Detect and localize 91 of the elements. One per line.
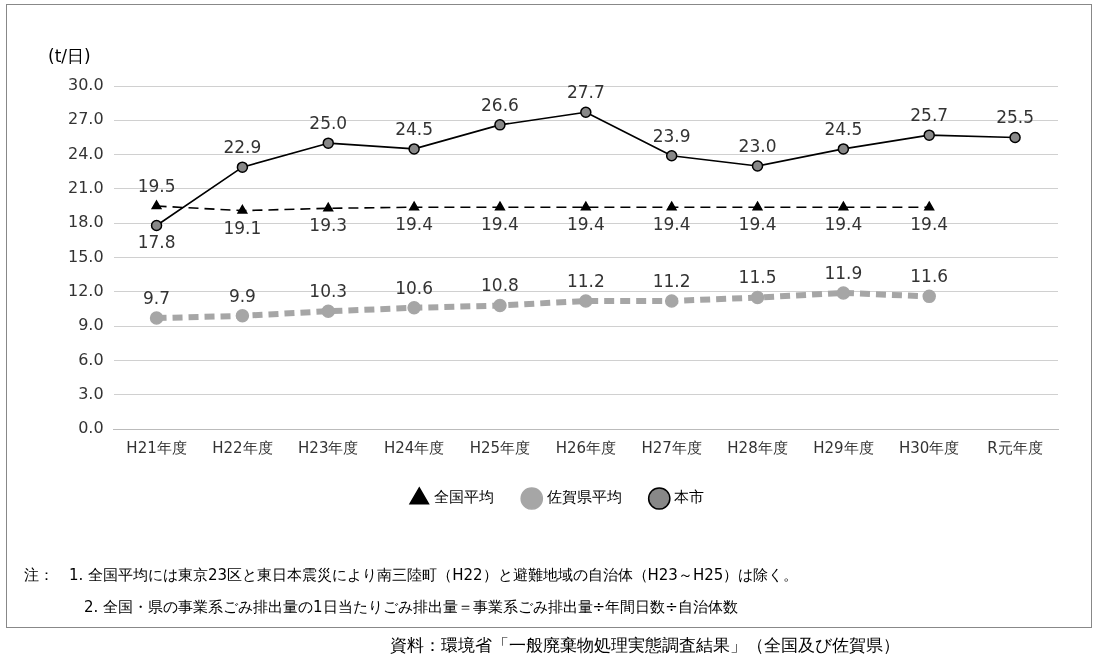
point [665,149,678,162]
y-tick-label: 3.0 [78,383,104,403]
y-tick-label: 30.0 [68,75,104,95]
data-label: 19.4 [910,214,949,235]
point [493,298,507,313]
point [407,301,421,315]
point [664,294,679,308]
data-label: 17.8 [137,232,176,253]
point [1009,131,1021,144]
y-tick-label: 12.0 [68,280,104,300]
data-label: 19.5 [137,175,176,196]
point [150,219,163,232]
x-tick-label: H27年度 [641,438,702,457]
point [666,201,677,211]
point [237,204,248,214]
data-label: 26.6 [481,94,519,115]
point [494,201,506,211]
data-label: 19.4 [395,214,434,235]
data-label: 19.1 [223,217,262,238]
y-tick-label: 15.0 [68,246,104,266]
point [750,290,765,305]
x-tick-label: H23年度 [298,438,359,457]
data-label: 25.0 [309,113,348,134]
point [494,119,506,131]
point [580,106,592,119]
data-label: 11.9 [824,262,863,283]
y-axis-title: (t/日) [48,46,91,67]
point [235,309,250,323]
data-label: 19.4 [652,214,691,235]
data-label: 10.8 [481,275,519,296]
point [323,202,334,212]
x-tick-label: H25年度 [469,438,531,457]
point [580,201,591,211]
point [322,137,335,149]
y-tick-label: 24.0 [68,143,104,163]
data-label: 19.3 [309,215,348,236]
x-tick-label: H24年度 [383,438,445,457]
text: 資料：環境省「一般廃棄物処理実態調査結果」（全国及び佐賀県） [390,634,900,657]
text: 注： 1. 全国平均には東京23区と東日本震災により南三陸町（H22）と避難地域の自治体（H23～H25）は除く。 [24,566,799,585]
point [409,201,420,211]
point [149,311,164,325]
x-tick-label: H28年度 [727,438,788,457]
x-tick-label: H22年度 [212,438,273,457]
x-tick-label: H29年度 [813,438,874,457]
legend-label: 佐賀県平均 [546,488,622,507]
data-label: 19.4 [738,214,777,235]
data-label: 11.6 [910,266,949,287]
point [579,294,593,308]
point [924,201,935,211]
y-tick-label: 6.0 [78,349,104,369]
data-label: 25.7 [910,105,949,126]
x-tick-label: H21年度 [126,438,187,457]
y-tick-label: 18.0 [68,212,104,232]
data-label: 24.5 [824,118,863,139]
data-label: 27.7 [566,82,605,103]
data-label: 19.4 [481,214,519,235]
point [838,201,849,211]
legend-label: 全国平均 [434,488,495,507]
point [321,304,336,318]
x-tick-label: R元年度 [987,438,1043,457]
data-label: 10.3 [309,281,348,302]
data-label: 11.2 [652,270,691,291]
point [408,143,420,155]
data-label: 11.2 [566,270,605,291]
y-tick-label: 27.0 [68,109,104,129]
point [837,143,850,155]
data-label: 22.9 [223,137,262,158]
point [752,201,763,211]
data-label: 25.5 [996,107,1034,128]
point [922,289,936,304]
data-label: 10.6 [395,277,434,298]
y-tick-label: 21.0 [68,178,104,198]
point [751,160,764,172]
data-label: 9.9 [228,285,256,306]
data-label: 9.7 [143,288,171,309]
point [923,129,935,141]
data-label: 19.4 [566,214,605,235]
x-tick-label: H30年度 [899,438,960,457]
point [836,286,851,300]
y-tick-label: 9.0 [78,315,104,335]
point [236,161,249,173]
text: 2. 全国・県の事業系ごみ排出量の1日当たりごみ排出量＝事業系ごみ排出量÷年間日数÷自治体数 [84,598,738,617]
x-tick-label: H26年度 [555,438,616,457]
y-tick-label: 0.0 [78,418,104,438]
data-label: 23.9 [652,125,691,146]
data-label: 24.5 [395,118,434,139]
legend-label: 本市 [674,488,705,507]
data-label: 23.0 [738,135,777,156]
data-label: 19.4 [824,214,863,235]
point [151,200,162,210]
data-label: 11.5 [738,267,777,288]
